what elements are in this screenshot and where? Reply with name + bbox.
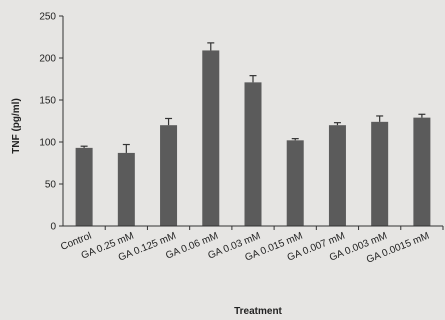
- bar: [75, 147, 93, 226]
- y-axis-title: TNF (pg/ml): [11, 98, 22, 154]
- bar: [413, 117, 431, 226]
- y-tick-label: 100: [39, 138, 56, 149]
- bar: [371, 121, 389, 226]
- y-tick-label: 200: [39, 54, 56, 65]
- y-tick-label: 250: [39, 12, 56, 23]
- error-bars: [80, 42, 426, 153]
- bar: [160, 125, 178, 226]
- bar: [202, 50, 220, 226]
- y-tick-label: 0: [50, 222, 56, 233]
- y-tick-label: 50: [45, 180, 57, 191]
- y-axis-ticks: 0 50 100 150 200 250: [39, 12, 63, 233]
- bar: [244, 82, 262, 226]
- y-tick-label: 150: [39, 96, 56, 107]
- x-axis-title: Treatment: [234, 306, 282, 317]
- bar: [286, 140, 304, 226]
- bars: [75, 50, 431, 226]
- bar: [117, 152, 135, 226]
- bar: [328, 125, 346, 226]
